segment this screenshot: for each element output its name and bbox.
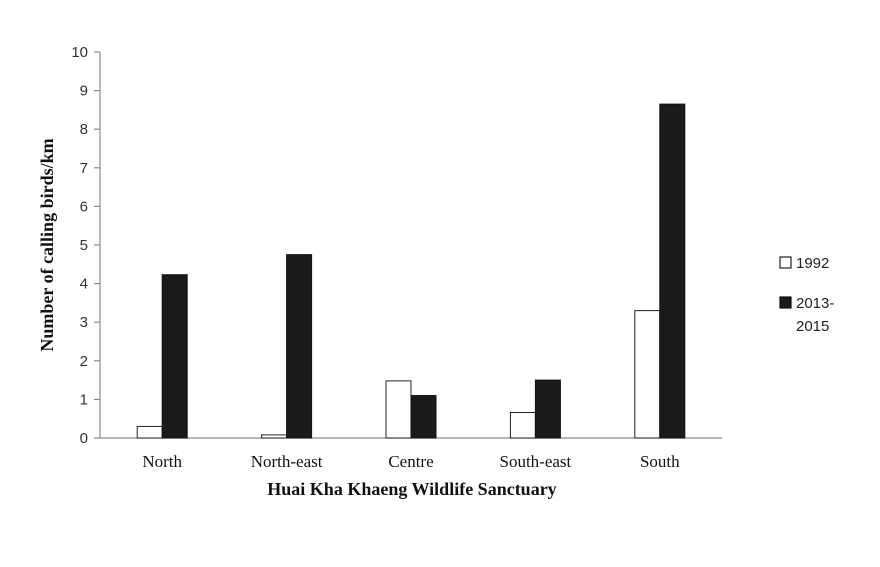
bar-1992-South-east [509, 412, 536, 439]
legend-label: 2015 [796, 318, 829, 335]
bar-2013-2015-Centre [410, 395, 437, 439]
y-tick-label: 2 [80, 353, 88, 370]
y-tick-label: 8 [80, 121, 88, 138]
y-tick-label: 6 [80, 198, 88, 215]
legend-item-1: 2013- 2015 [779, 295, 834, 335]
legend-swatch [779, 256, 792, 269]
bar-2013-2015-South-east [534, 379, 561, 439]
y-axis-title: Number of calling birds/km [37, 138, 57, 351]
y-tick-label: 0 [80, 430, 88, 447]
legend-label: 1992 [796, 255, 829, 272]
y-tick-label: 10 [71, 44, 88, 61]
bar-2013-2015-South [659, 103, 686, 439]
x-tick-label: North-east [251, 452, 323, 471]
x-tick-label: South [640, 452, 680, 471]
bar-1992-South [634, 310, 661, 439]
x-tick-label: South-east [500, 452, 572, 471]
legend-swatch [779, 296, 792, 309]
y-axis: 0 1 2 3 4 5 6 7 8 9 10 [71, 44, 101, 447]
legend: 1992 2013- 2015 [779, 255, 834, 335]
y-tick-label: 5 [80, 237, 88, 254]
y-tick-label: 7 [80, 160, 88, 177]
y-tick-label: 1 [80, 391, 88, 408]
bars [136, 103, 686, 439]
legend-item-0: 1992 [779, 255, 829, 272]
y-tick-label: 4 [80, 276, 88, 293]
x-tick-label: Centre [388, 452, 433, 471]
y-tick-label: 3 [80, 314, 88, 331]
bar-1992-North-east [261, 434, 288, 439]
bar-2013-2015-North [161, 274, 188, 439]
y-tick-label: 9 [80, 83, 88, 100]
x-axis: North North-east Centre South-east South [100, 437, 722, 471]
x-tick-label: North [142, 452, 182, 471]
bar-1992-Centre [385, 380, 412, 439]
bar-2013-2015-North-east [286, 254, 313, 439]
bar-1992-North [136, 425, 163, 439]
x-axis-title: Huai Kha Khaeng Wildlife Sanctuary [267, 479, 556, 499]
legend-label: 2013- [796, 295, 834, 312]
